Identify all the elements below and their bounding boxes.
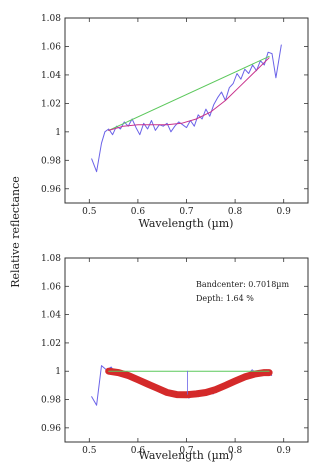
bandcenter-annotation: Bandcenter: 0.7018µm [196, 280, 289, 289]
top-x-tick-label: 0.9 [277, 207, 292, 217]
top-y-tick-label: 0.96 [41, 185, 61, 195]
bottom-y-tick-label: 0.98 [41, 396, 61, 406]
bottom-y-tick-label: 1.04 [41, 311, 61, 321]
bottom-panel: 0.5 0.6 0.7 0.8 0.9 0.96 0.98 1 1.02 1.04 1.06 1.0… [41, 254, 309, 462]
bottom-panel-x-axis-label: Wavelength (µm) [139, 449, 234, 462]
bottom-x-tick-label: 0.7 [179, 446, 194, 456]
bottom-y-tick-label: 1 [55, 367, 61, 377]
bottom-panel-x-ticks: 0.5 0.6 0.7 0.8 0.9 [82, 258, 291, 456]
bottom-x-tick-label: 0.8 [228, 446, 243, 456]
bottom-panel-plot-area [64, 257, 309, 443]
bottom-panel-y-ticks: 0.96 0.98 1 1.02 1.04 1.06 1.08 [41, 254, 308, 434]
top-y-tick-label: 1.02 [41, 99, 61, 109]
top-panel-plot-area [64, 17, 309, 204]
top-series-line-1 [108, 55, 270, 131]
top-series-line-2 [108, 57, 270, 131]
bottom-y-tick-label: 1.02 [41, 339, 61, 349]
bottom-y-tick-label: 1.08 [41, 254, 61, 264]
bottom-series-line-1 [105, 367, 273, 399]
top-y-tick-label: 1 [55, 128, 61, 138]
top-panel-x-axis-label: Wavelength (µm) [139, 217, 234, 230]
bottom-y-tick-label: 0.96 [41, 424, 61, 434]
top-x-tick-label: 0.7 [179, 207, 194, 217]
top-x-tick-label: 0.8 [228, 207, 243, 217]
top-panel: 0.5 0.6 0.7 0.8 0.9 0.96 0.98 1 1.02 1.04 1.06 1.0… [41, 14, 309, 230]
top-y-tick-label: 1.06 [41, 42, 61, 52]
bottom-x-tick-label: 0.6 [131, 446, 146, 456]
shared-y-axis-label: Relative reflectance [9, 176, 22, 288]
top-y-tick-label: 1.04 [41, 71, 61, 81]
bottom-y-tick-label: 1.06 [41, 282, 61, 292]
bottom-x-tick-label: 0.9 [277, 446, 292, 456]
top-panel-y-ticks: 0.96 0.98 1 1.02 1.04 1.06 1.08 [41, 14, 308, 195]
bottom-panel-series [91, 365, 273, 406]
top-y-tick-label: 1.08 [41, 14, 61, 24]
top-y-tick-label: 0.98 [41, 156, 61, 166]
bottom-x-tick-label: 0.5 [82, 446, 97, 456]
top-series-line-0 [91, 44, 282, 173]
top-panel-x-ticks: 0.5 0.6 0.7 0.8 0.9 [82, 18, 291, 217]
top-panel-series [91, 44, 282, 173]
top-x-tick-label: 0.6 [131, 207, 146, 217]
top-x-tick-label: 0.5 [82, 207, 97, 217]
depth-annotation: Depth: 1.64 % [196, 294, 254, 303]
